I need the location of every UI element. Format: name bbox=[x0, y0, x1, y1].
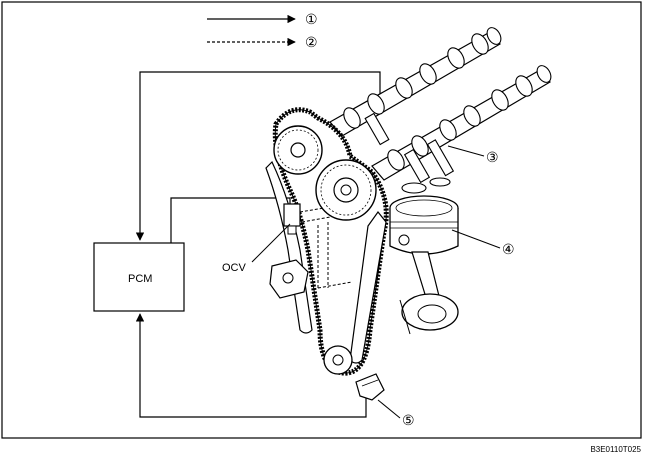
timing-chain-outline bbox=[274, 109, 387, 374]
chain-guide-right bbox=[349, 211, 387, 364]
callout-3: ③ bbox=[486, 149, 499, 165]
legend-marker-1: ① bbox=[305, 11, 318, 27]
camshaft-rear bbox=[329, 27, 502, 137]
intake-cam-sprocket bbox=[273, 125, 323, 175]
cam-signal-line bbox=[135, 71, 381, 241]
crank-position-sensor bbox=[355, 373, 385, 401]
callout-5: ⑤ bbox=[402, 412, 415, 428]
legend: ① ② bbox=[207, 11, 318, 50]
crank-sprocket bbox=[323, 345, 353, 375]
callout-4: ④ bbox=[502, 241, 515, 257]
camshaft-front bbox=[371, 65, 552, 181]
ocv-label: OCV bbox=[222, 262, 247, 274]
legend-marker-2: ② bbox=[305, 34, 318, 50]
chain-tensioner bbox=[269, 259, 309, 299]
piston bbox=[389, 195, 459, 255]
valves bbox=[364, 112, 455, 194]
pcm-to-ocv-line bbox=[170, 197, 295, 243]
callout-3-leader bbox=[447, 145, 485, 157]
pcm-box bbox=[93, 242, 185, 312]
crank-signal-line bbox=[135, 313, 367, 418]
ocv-valve bbox=[283, 203, 301, 235]
callout-4-leader bbox=[451, 229, 501, 249]
connecting-rod bbox=[399, 251, 459, 335]
exhaust-cam-sprocket-vvt bbox=[315, 159, 377, 221]
diagram-border bbox=[1, 1, 642, 439]
callout-5-leader bbox=[377, 399, 401, 419]
ocv-leader-line bbox=[251, 223, 291, 263]
pcm-label: PCM bbox=[128, 273, 152, 285]
figure-code: B3E0110T025 bbox=[590, 445, 641, 454]
